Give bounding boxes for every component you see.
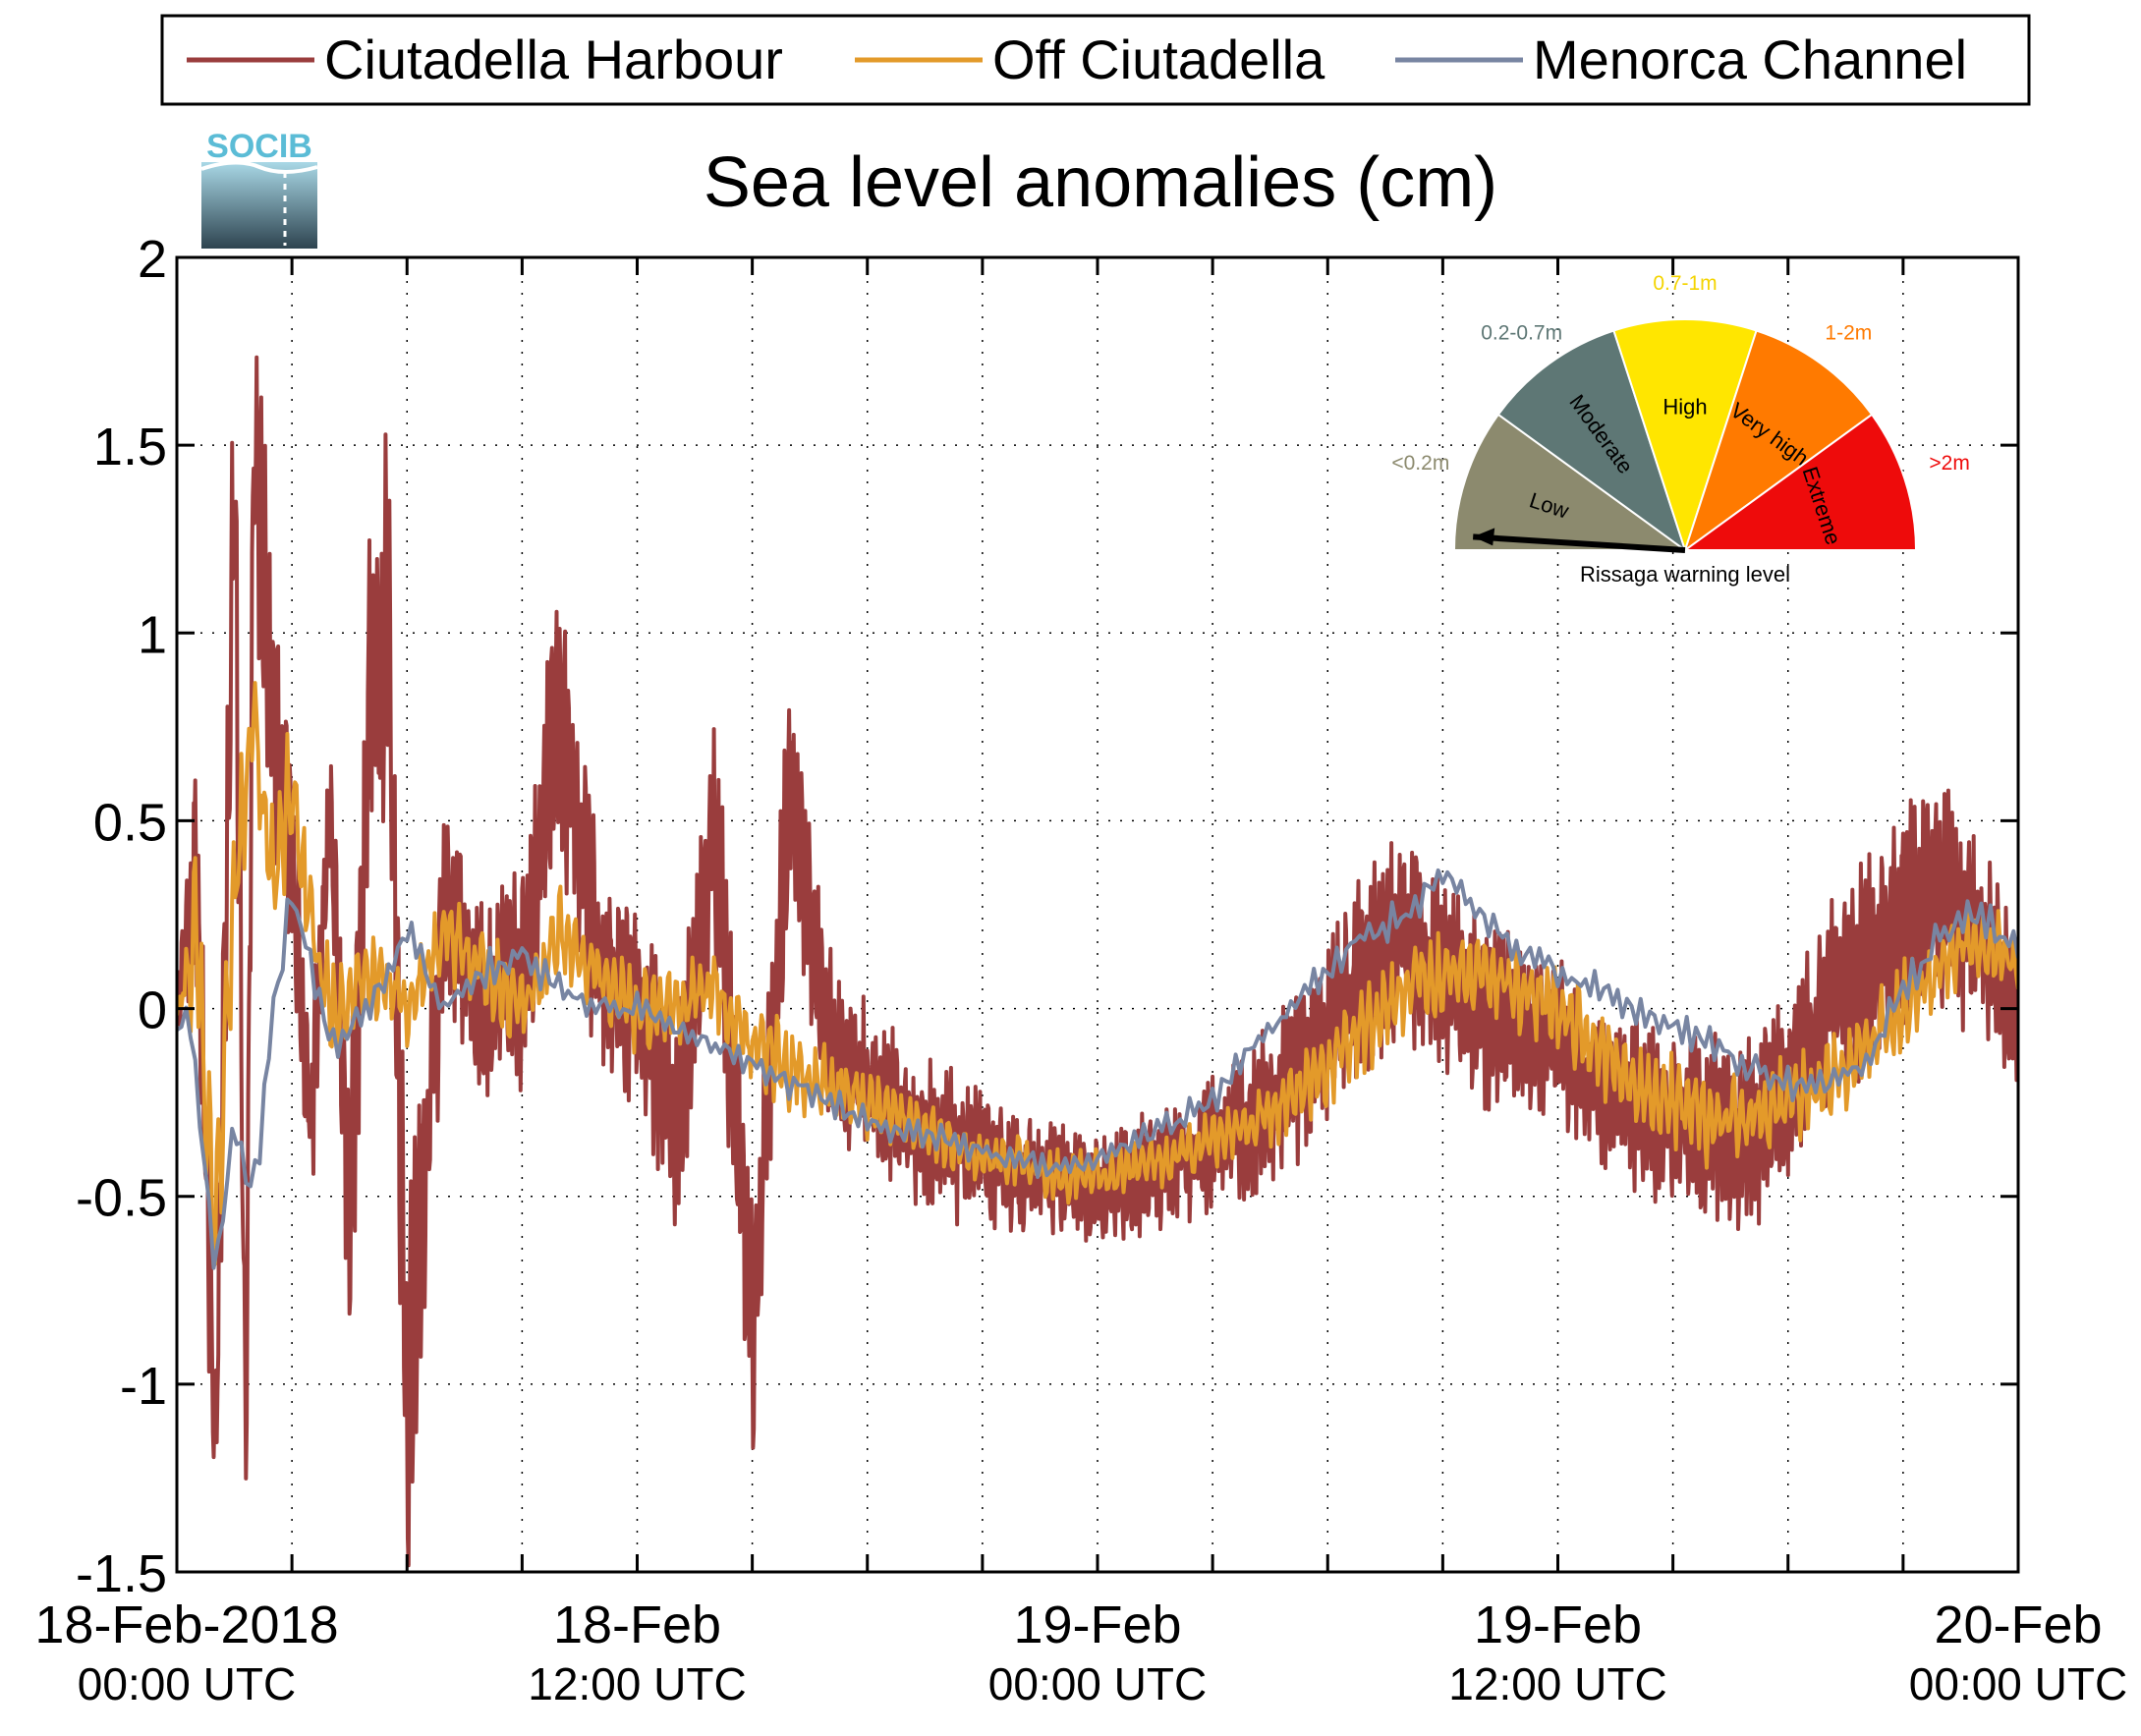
legend-frame <box>160 14 2031 106</box>
x-tick-label-time: 12:00 UTC <box>1448 1658 1666 1709</box>
logo-text: SOCIB <box>206 128 312 165</box>
gauge-pointer <box>1473 533 1686 553</box>
x-tick-label-date: 18-Feb-2018 <box>34 1596 338 1654</box>
gauge-segment-very-high <box>1683 329 1874 553</box>
legend-label: Menorca Channel <box>1533 28 1967 90</box>
y-tick-label: 0.5 <box>93 793 167 852</box>
gauge-segment-label: High <box>1662 394 1707 419</box>
gauge-range-label: 1-2m <box>1825 322 1872 345</box>
y-tick-label: -0.5 <box>76 1169 167 1228</box>
y-tick-label: 1.5 <box>93 418 167 476</box>
x-tick-label-time: 12:00 UTC <box>528 1658 746 1709</box>
x-tick-label-time: 00:00 UTC <box>1909 1658 2127 1709</box>
gauge-range-label: <0.2m <box>1391 452 1449 475</box>
gauge-caption: Rissaga warning level <box>1580 562 1790 587</box>
gauge-range-label: 0.2-0.7m <box>1481 322 1562 345</box>
y-axis-tick-labels: -1.5 -1 -0.5 0 0.5 1 1.5 2 <box>76 230 167 1603</box>
gauge-segment-moderate <box>1496 329 1687 553</box>
x-tick-label-date: 19-Feb <box>1013 1596 1181 1654</box>
x-tick-label-date: 19-Feb <box>1474 1596 1642 1654</box>
legend-label: Off Ciutadella <box>992 28 1325 90</box>
gauge-range-label: 0.7-1m <box>1653 272 1717 295</box>
y-tick-label: 0 <box>138 981 167 1040</box>
gauge-segment-low <box>1452 413 1689 551</box>
gauge-range-label: >2m <box>1929 452 1969 475</box>
y-tick-label: -1.5 <box>76 1544 167 1603</box>
legend-label: Ciutadella Harbour <box>324 28 783 90</box>
x-tick-label-date: 20-Feb <box>1934 1596 2102 1654</box>
gauge-segment-high <box>1612 318 1758 554</box>
y-tick-label: 2 <box>138 230 167 289</box>
x-tick-label-time: 00:00 UTC <box>988 1658 1207 1709</box>
y-tick-label: 1 <box>138 605 167 664</box>
x-tick-label-date: 18-Feb <box>553 1596 721 1654</box>
series-line-menorca-channel <box>177 868 2018 1270</box>
y-tick-label: -1 <box>120 1357 167 1416</box>
chart-title: Sea level anomalies (cm) <box>704 143 1497 222</box>
plot-area <box>175 255 2020 1574</box>
x-tick-label-time: 00:00 UTC <box>78 1658 296 1709</box>
socib-logo: SOCIB <box>200 128 318 249</box>
gauge-segment-extreme <box>1681 413 1918 551</box>
gauge-pointer-head <box>1473 528 1495 546</box>
legend: Ciutadella Harbour Off Ciutadella Menorca … <box>160 14 2031 106</box>
